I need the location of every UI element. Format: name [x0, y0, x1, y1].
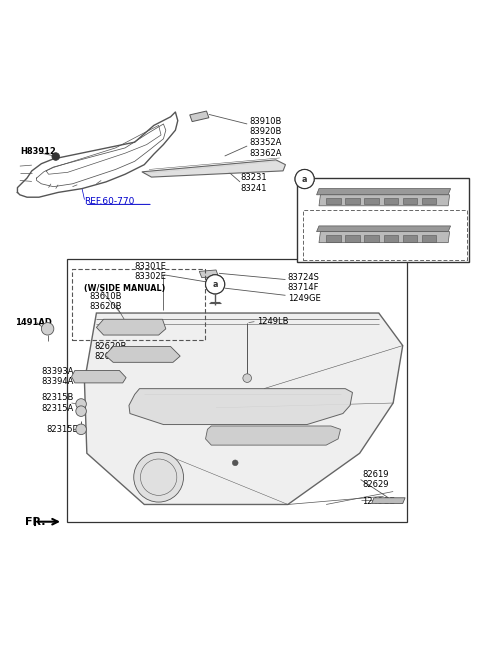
Text: 82315B
82315A: 82315B 82315A	[41, 393, 74, 413]
Polygon shape	[319, 232, 450, 243]
Bar	[298, 178, 469, 262]
Bar	[67, 259, 407, 521]
Polygon shape	[319, 195, 450, 206]
Text: 83393A
83394A: 83393A 83394A	[41, 367, 74, 386]
Text: REF.60-770: REF.60-770	[84, 196, 135, 206]
Bar	[403, 198, 417, 204]
Text: a: a	[302, 175, 307, 183]
Circle shape	[295, 169, 314, 189]
Text: 82315D: 82315D	[46, 425, 79, 434]
Text: 1491AD: 1491AD	[15, 318, 52, 327]
Text: (W/SEAT WARMER): (W/SEAT WARMER)	[316, 218, 387, 226]
Circle shape	[41, 323, 54, 335]
Text: 83301E
83302E: 83301E 83302E	[135, 261, 167, 281]
Polygon shape	[105, 347, 180, 362]
Bar	[384, 198, 398, 204]
Polygon shape	[199, 270, 218, 278]
Text: a: a	[213, 280, 218, 289]
Text: 1249GE: 1249GE	[288, 294, 321, 303]
Text: 1249LB: 1249LB	[257, 317, 288, 326]
Polygon shape	[317, 226, 451, 232]
Text: 83610B
83620B: 83610B 83620B	[89, 292, 122, 311]
Bar	[364, 198, 379, 204]
Polygon shape	[317, 189, 451, 195]
Text: a: a	[302, 175, 307, 183]
Bar	[403, 235, 417, 242]
Circle shape	[232, 460, 238, 466]
Bar	[364, 235, 379, 242]
Bar	[345, 235, 360, 242]
Polygon shape	[190, 111, 209, 122]
Text: 83231
83241: 83231 83241	[240, 173, 266, 193]
Polygon shape	[142, 160, 286, 177]
Text: 1249GE: 1249GE	[362, 497, 395, 505]
Polygon shape	[96, 319, 166, 335]
Text: 82619
82629: 82619 82629	[362, 470, 388, 489]
Circle shape	[205, 275, 225, 294]
Circle shape	[76, 424, 86, 435]
Text: H83912: H83912	[20, 147, 56, 156]
Text: (W/SIDE MANUAL): (W/SIDE MANUAL)	[84, 284, 166, 292]
Text: 93580C: 93580C	[338, 198, 371, 208]
Text: 83352A
83362A: 83352A 83362A	[250, 138, 282, 158]
Bar	[326, 235, 340, 242]
Bar	[422, 198, 436, 204]
Polygon shape	[205, 426, 340, 445]
Text: a: a	[212, 280, 218, 289]
Circle shape	[295, 169, 314, 189]
Polygon shape	[72, 370, 126, 383]
Circle shape	[141, 459, 177, 495]
Circle shape	[243, 374, 252, 382]
Bar	[326, 198, 340, 204]
Circle shape	[76, 406, 86, 417]
Text: 83724S
83714F: 83724S 83714F	[288, 273, 320, 292]
Bar	[422, 235, 436, 242]
Bar	[384, 235, 398, 242]
Circle shape	[76, 398, 86, 409]
Circle shape	[134, 452, 183, 502]
Polygon shape	[372, 498, 405, 503]
Text: 82620B
82610B: 82620B 82610B	[94, 341, 126, 361]
Text: FR.: FR.	[24, 517, 45, 527]
Polygon shape	[129, 388, 352, 425]
Text: 83910B
83920B: 83910B 83920B	[250, 117, 282, 136]
Bar	[345, 198, 360, 204]
Circle shape	[52, 153, 60, 161]
Text: 93580C: 93580C	[338, 236, 371, 245]
Circle shape	[205, 275, 225, 294]
Polygon shape	[84, 313, 403, 505]
